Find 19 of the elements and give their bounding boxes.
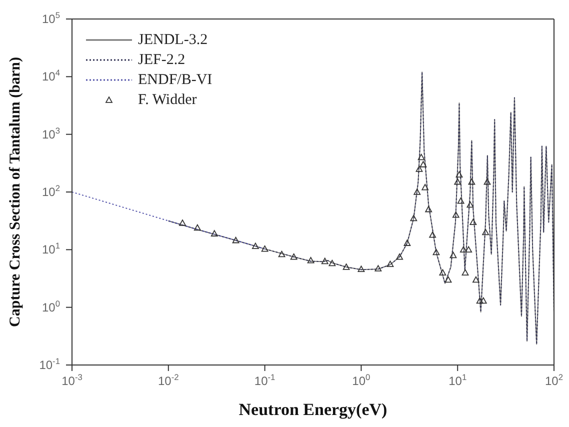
x-tick-label: 10$^{-2}$ (158, 372, 180, 388)
legend-label: JENDL-3.2 (138, 32, 208, 48)
legend-label: F. Widder (138, 92, 197, 108)
x-tick-label: 10$^{-1}$ (254, 372, 276, 388)
legend-label: ENDF/B-VI (138, 72, 212, 88)
x-tick-label: 10$^{1}$ (448, 372, 467, 388)
x-tick-label: 10$^{0}$ (352, 372, 371, 388)
y-tick-label: 10$^{3}$ (42, 125, 60, 142)
legend-label: JEF-2.2 (138, 52, 186, 68)
y-tick-label: 10$^{1}$ (42, 240, 60, 257)
y-tick-label: 10$^{4}$ (42, 68, 60, 84)
x-axis-title: Neutron Energy(eV) (238, 400, 388, 419)
y-axis-title: Capture Cross Section of Tantalum (barn) (7, 57, 24, 327)
y-tick-label: 10$^{0}$ (42, 298, 60, 314)
x-tick-label: 10$^{2}$ (544, 372, 564, 388)
y-tick-label: 10$^{5}$ (42, 10, 60, 26)
y-tick-label: 10$^{2}$ (42, 183, 60, 199)
x-tick-label: 10$^{-3}$ (62, 372, 83, 388)
y-tick-label: 10$^{-1}$ (39, 356, 60, 372)
